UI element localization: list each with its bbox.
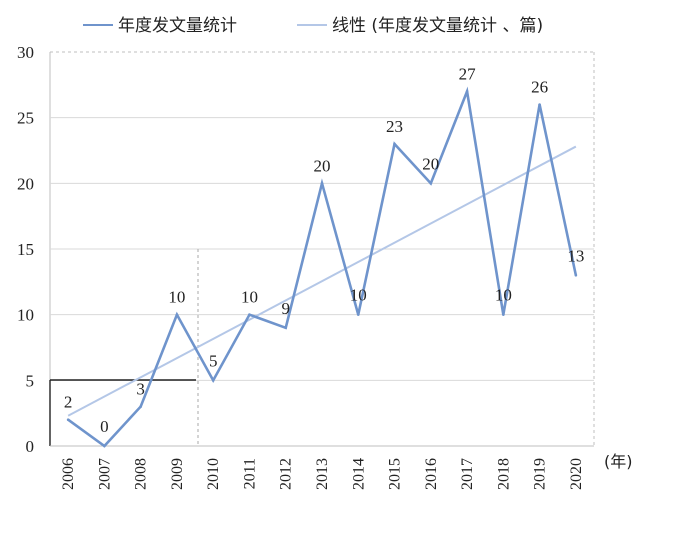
y-tick-label: 25: [17, 109, 34, 128]
data-label: 10: [241, 288, 258, 307]
data-label: 10: [495, 286, 512, 305]
x-tick-label: 2010: [205, 458, 222, 490]
x-tick-label: 2013: [314, 458, 331, 490]
data-point: [356, 313, 360, 316]
x-tick-label: 2019: [532, 458, 549, 490]
y-axis-ticks: 0 5 10 15 20 25 30: [17, 43, 34, 456]
x-tick-label: 2008: [133, 458, 150, 490]
legend-trendline-label: 线性 (年度发文量统计 、篇): [332, 16, 543, 36]
y-tick-label: 15: [17, 240, 34, 259]
data-label: 10: [350, 286, 367, 305]
data-label: 20: [314, 156, 331, 175]
x-tick-label: 2018: [495, 458, 512, 490]
x-tick-label: 2015: [387, 458, 404, 490]
legend: 年度发文量统计 线性 (年度发文量统计 、篇): [83, 16, 543, 36]
data-label: 27: [459, 64, 477, 83]
data-label: 2: [64, 393, 73, 412]
data-point: [502, 313, 505, 316]
data-label: 20: [422, 154, 439, 173]
x-tick-label: 2011: [241, 458, 258, 489]
data-label: 3: [136, 380, 145, 399]
series-layer: [66, 86, 578, 448]
x-tick-label: 2016: [423, 458, 440, 490]
data-label: 9: [281, 299, 290, 318]
data-point: [465, 90, 469, 93]
data-label: 10: [168, 288, 185, 307]
data-point: [103, 444, 106, 448]
data-point: [574, 273, 578, 277]
data-point: [211, 379, 215, 382]
legend-series-label: 年度发文量统计: [118, 16, 237, 36]
data-point: [175, 313, 179, 316]
x-tick-label: 2007: [96, 458, 113, 490]
x-axis-unit-label: (年): [604, 452, 633, 471]
data-point: [320, 182, 324, 185]
y-tick-label: 10: [17, 306, 34, 325]
x-tick-label: 2014: [350, 458, 367, 490]
y-tick-label: 0: [26, 437, 35, 456]
data-point: [429, 182, 433, 185]
trendline-layer: [67, 145, 577, 417]
x-tick-label: 2012: [278, 458, 295, 490]
data-label: 23: [386, 117, 403, 136]
y-tick-label: 20: [17, 174, 34, 193]
x-tick-label: 2009: [169, 458, 186, 490]
data-label: 5: [209, 351, 218, 370]
data-point: [393, 142, 396, 146]
data-point: [248, 313, 251, 316]
annotation-box: [49, 249, 199, 446]
x-tick-label: 2020: [568, 458, 585, 490]
x-tick-label: 2006: [60, 458, 77, 490]
y-tick-label: 5: [26, 371, 35, 390]
data-point: [538, 103, 541, 106]
y-tick-label: 30: [17, 43, 34, 62]
x-axis-ticks: 2006 2007 2008 2009 2010 2011 2012 2013 2014 2015…: [60, 458, 585, 490]
trendline: [67, 145, 577, 417]
data-point: [284, 326, 288, 330]
x-tick-label: 2017: [459, 458, 476, 490]
data-label: 13: [567, 246, 584, 265]
data-point: [66, 418, 70, 422]
data-label: 0: [100, 417, 109, 436]
data-point: [139, 405, 142, 408]
data-label: 26: [531, 78, 548, 97]
